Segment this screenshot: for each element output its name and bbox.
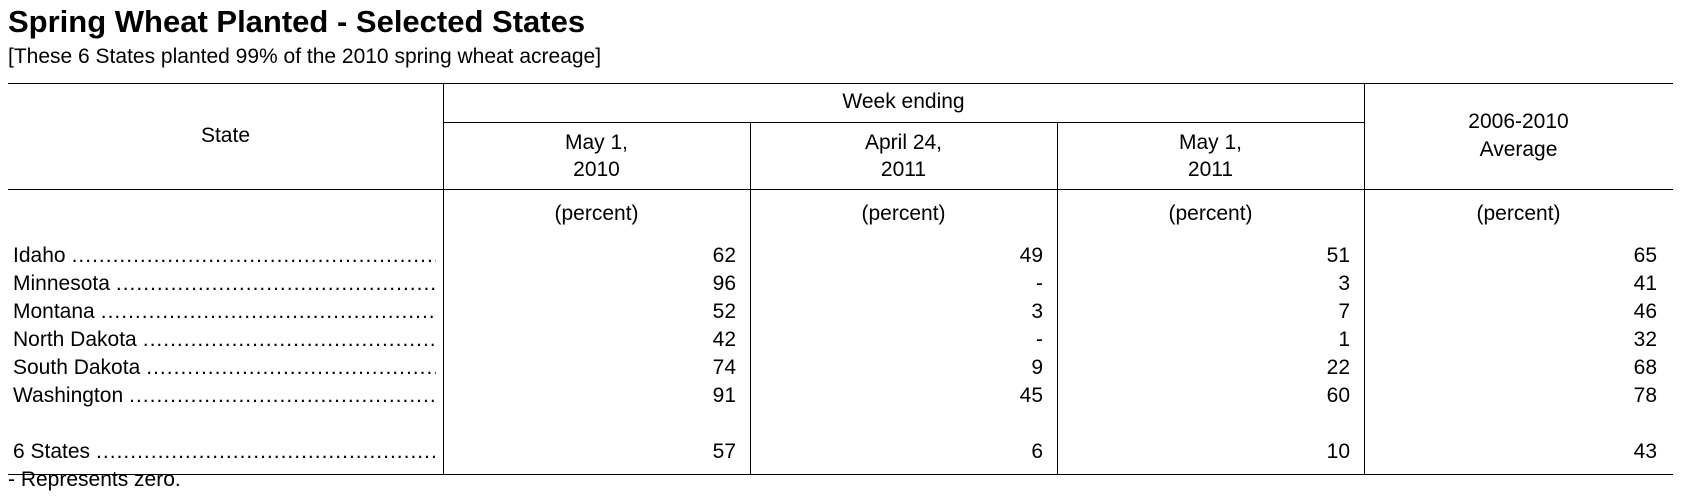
column-header-line: 2010 [573, 158, 620, 181]
page-title: Spring Wheat Planted - Selected States [8, 4, 586, 39]
unit-label: (percent) [554, 202, 639, 225]
column-header-line: May 1, [564, 131, 629, 154]
value-cell: 51 [1326, 244, 1350, 267]
state-cell: South Dakota [13, 354, 436, 381]
column-header-line: May 1, [1178, 131, 1243, 154]
header-bottom-rule [8, 189, 1673, 190]
state-name: North Dakota [13, 328, 137, 351]
dot-leader [72, 242, 436, 269]
value-cell: 65 [1633, 244, 1657, 267]
value-cell: 91 [712, 384, 736, 407]
state-name: Washington [13, 384, 124, 407]
value-cell: 7 [1338, 300, 1350, 323]
table-bottom-rule [8, 474, 1673, 475]
value-cell: 46 [1633, 300, 1657, 323]
value-cell: 6 [1031, 440, 1043, 463]
state-name: Idaho [13, 244, 66, 267]
state-name: 6 States [13, 440, 91, 463]
value-cell: 96 [712, 272, 736, 295]
unit-label: (percent) [1476, 202, 1561, 225]
state-cell: North Dakota [13, 326, 436, 353]
page-subtitle: [These 6 States planted 99% of the 2010 … [8, 45, 602, 68]
value-cell: 62 [712, 244, 736, 267]
footnote: - Represents zero. [8, 468, 181, 491]
value-cell: 43 [1633, 440, 1657, 463]
week-ending-rule [443, 122, 1364, 123]
value-cell: 60 [1326, 384, 1350, 407]
state-cell: 6 States [13, 438, 436, 465]
value-cell: 10 [1326, 440, 1350, 463]
value-cell: - [1036, 328, 1043, 351]
state-name: Montana [13, 300, 95, 323]
unit-label: (percent) [1168, 202, 1253, 225]
value-cell: 49 [1019, 244, 1043, 267]
col-divider-4 [1364, 83, 1365, 474]
state-name: South Dakota [13, 356, 141, 379]
state-name: Minnesota [13, 272, 110, 295]
col-divider-3 [1057, 122, 1058, 474]
dot-leader [116, 270, 436, 297]
value-cell: 22 [1326, 356, 1350, 379]
dot-leader [129, 382, 436, 409]
value-cell: 52 [712, 300, 736, 323]
dot-leader [101, 298, 436, 325]
column-header-line: 2011 [1187, 158, 1234, 181]
value-cell: 78 [1633, 384, 1657, 407]
state-cell: Minnesota [13, 270, 436, 297]
column-header-line: Average [1479, 138, 1558, 161]
value-cell: 1 [1338, 328, 1350, 351]
table-top-rule [8, 83, 1673, 84]
value-cell: 74 [712, 356, 736, 379]
value-cell: 42 [712, 328, 736, 351]
week-ending-header: Week ending [842, 90, 965, 113]
unit-label: (percent) [861, 202, 946, 225]
value-cell: 3 [1338, 272, 1350, 295]
dot-leader [146, 354, 436, 381]
column-header-line: April 24, [864, 131, 943, 154]
state-column-header: State [200, 124, 251, 147]
value-cell: 9 [1031, 356, 1043, 379]
state-cell: Idaho [13, 242, 436, 269]
value-cell: 45 [1019, 384, 1043, 407]
column-header-line: 2006-2010 [1468, 110, 1569, 133]
column-header-line: 2011 [880, 158, 927, 181]
dot-leader [96, 438, 436, 465]
value-cell: - [1036, 272, 1043, 295]
state-cell: Washington [13, 382, 436, 409]
value-cell: 32 [1633, 328, 1657, 351]
value-cell: 41 [1633, 272, 1657, 295]
dot-leader [143, 326, 436, 353]
value-cell: 3 [1031, 300, 1043, 323]
col-divider-2 [750, 122, 751, 474]
state-cell: Montana [13, 298, 436, 325]
col-divider-1 [443, 83, 444, 474]
value-cell: 57 [712, 440, 736, 463]
value-cell: 68 [1633, 356, 1657, 379]
